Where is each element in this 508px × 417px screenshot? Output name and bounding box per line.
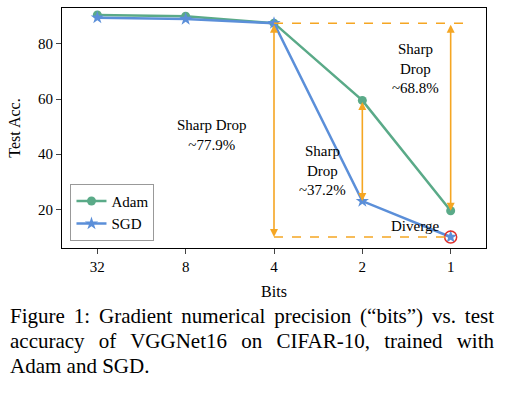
svg-text:32: 32: [90, 259, 105, 275]
svg-text:40: 40: [38, 146, 53, 162]
svg-text:Diverge: Diverge: [391, 218, 439, 234]
svg-text:4: 4: [270, 259, 278, 275]
svg-text:2: 2: [359, 259, 367, 275]
svg-text:8: 8: [182, 259, 190, 275]
svg-text:Bits: Bits: [261, 283, 287, 300]
svg-text:80: 80: [38, 36, 53, 52]
svg-text:Sharp Drop~77.9%: Sharp Drop~77.9%: [177, 117, 247, 153]
svg-text:1: 1: [447, 259, 455, 275]
svg-text:60: 60: [38, 91, 53, 107]
svg-text:Test Acc.: Test Acc.: [6, 98, 23, 157]
svg-text:SharpDrop~37.2%: SharpDrop~37.2%: [299, 143, 346, 198]
svg-text:SharpDrop~68.8%: SharpDrop~68.8%: [392, 41, 439, 96]
svg-text:20: 20: [38, 202, 53, 218]
svg-text:SGD: SGD: [111, 216, 141, 232]
svg-text:Adam: Adam: [111, 194, 148, 210]
html-text:Figure 1: Gradient numerical p: Figure 1: Gradient numerical precision (…: [10, 304, 494, 378]
